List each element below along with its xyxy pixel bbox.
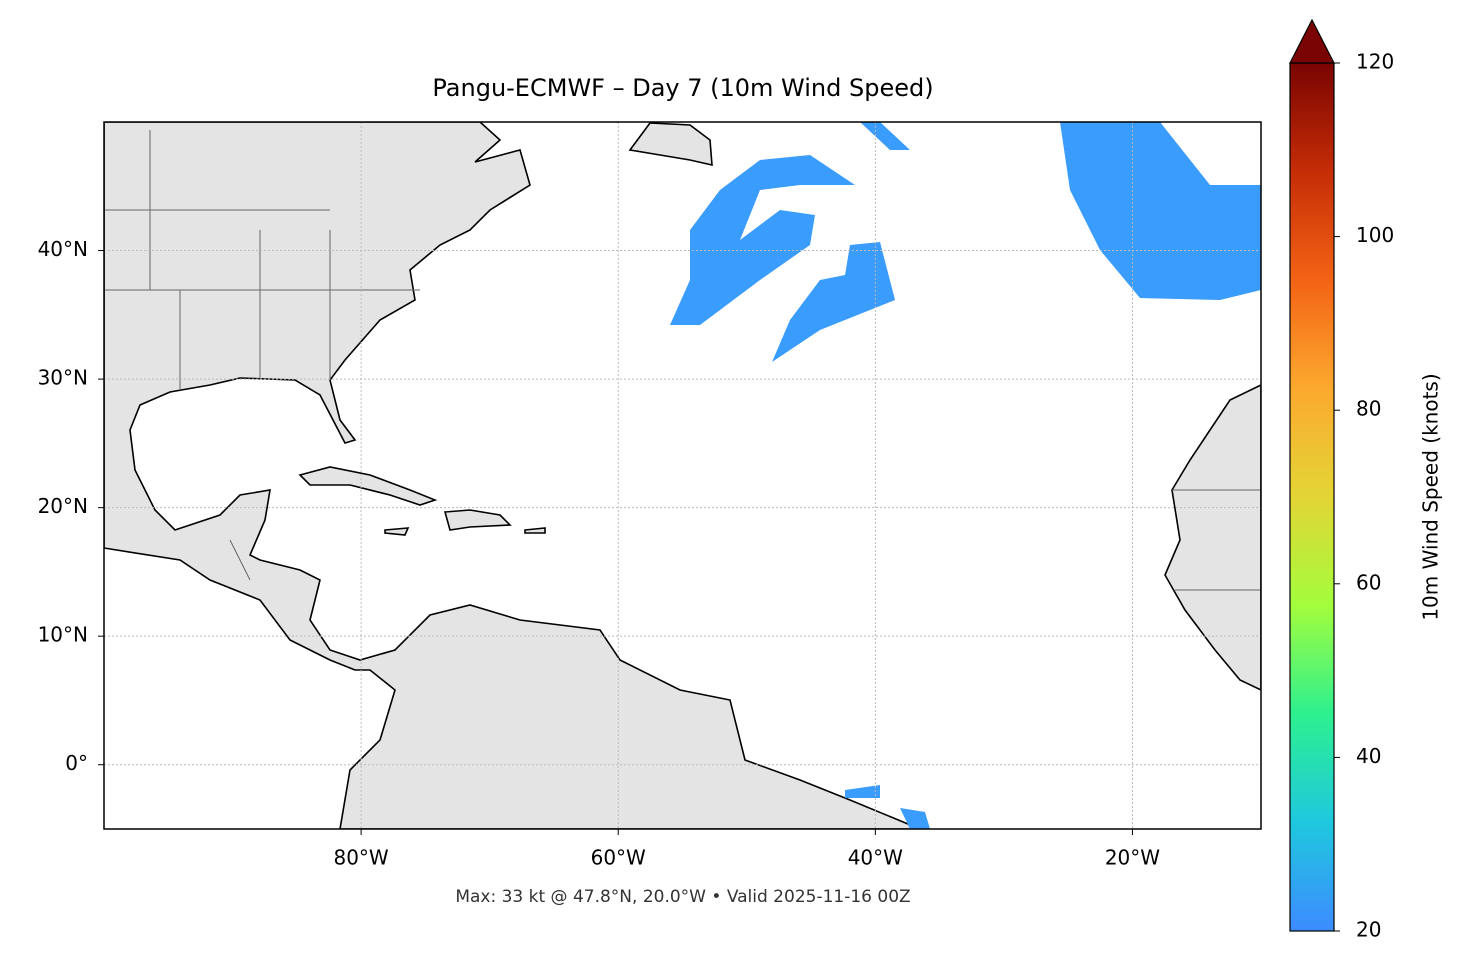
chart-title: Pangu-ECMWF – Day 7 (10m Wind Speed) [432,74,933,102]
colorbar-tick-label: 100 [1356,223,1394,247]
map-area [104,122,1261,829]
y-tick-label: 20°N [38,494,88,518]
hispaniola [443,509,512,531]
y-tick-label: 40°N [38,237,88,261]
map-axes: 80°W 60°W 40°W 20°W 0° 10°N 20°N 30°N 40°N [38,122,1261,870]
plot-frame [103,121,1262,830]
jamaica [384,527,410,536]
puerto-rico [524,527,546,534]
colorbar-tick-label: 40 [1356,744,1381,768]
x-tick-label: 40°W [848,846,903,870]
wind-area [670,155,855,325]
wind-area [1060,122,1261,300]
y-tick-label: 10°N [38,623,88,647]
colorbar-label: 10m Wind Speed (knots) [1419,373,1443,620]
x-tick-label: 20°W [1105,846,1160,870]
colorbar-tick-label: 60 [1356,570,1381,594]
africa [1164,384,1261,691]
colorbar-tick-label: 20 [1356,918,1381,942]
y-tick-label: 30°N [38,366,88,390]
x-tick-label: 60°W [591,846,646,870]
cuba [298,466,438,506]
colorbar-extend [1289,18,1335,64]
colorbar-frame [1289,62,1335,932]
footer: Max: 33 kt @ 47.8°N, 20.0°W • Valid 2025… [455,887,910,907]
colorbar-tick-label: 120 [1356,50,1394,74]
wind-area [772,242,895,362]
americas [104,122,921,829]
borders [104,130,1261,591]
x-tick-label: 80°W [333,846,388,870]
newfoundland [628,122,713,167]
colorbar-tick-label: 80 [1356,397,1381,421]
wind-area [845,122,930,829]
colorbar [1290,63,1334,931]
y-tick-label: 0° [65,751,88,775]
